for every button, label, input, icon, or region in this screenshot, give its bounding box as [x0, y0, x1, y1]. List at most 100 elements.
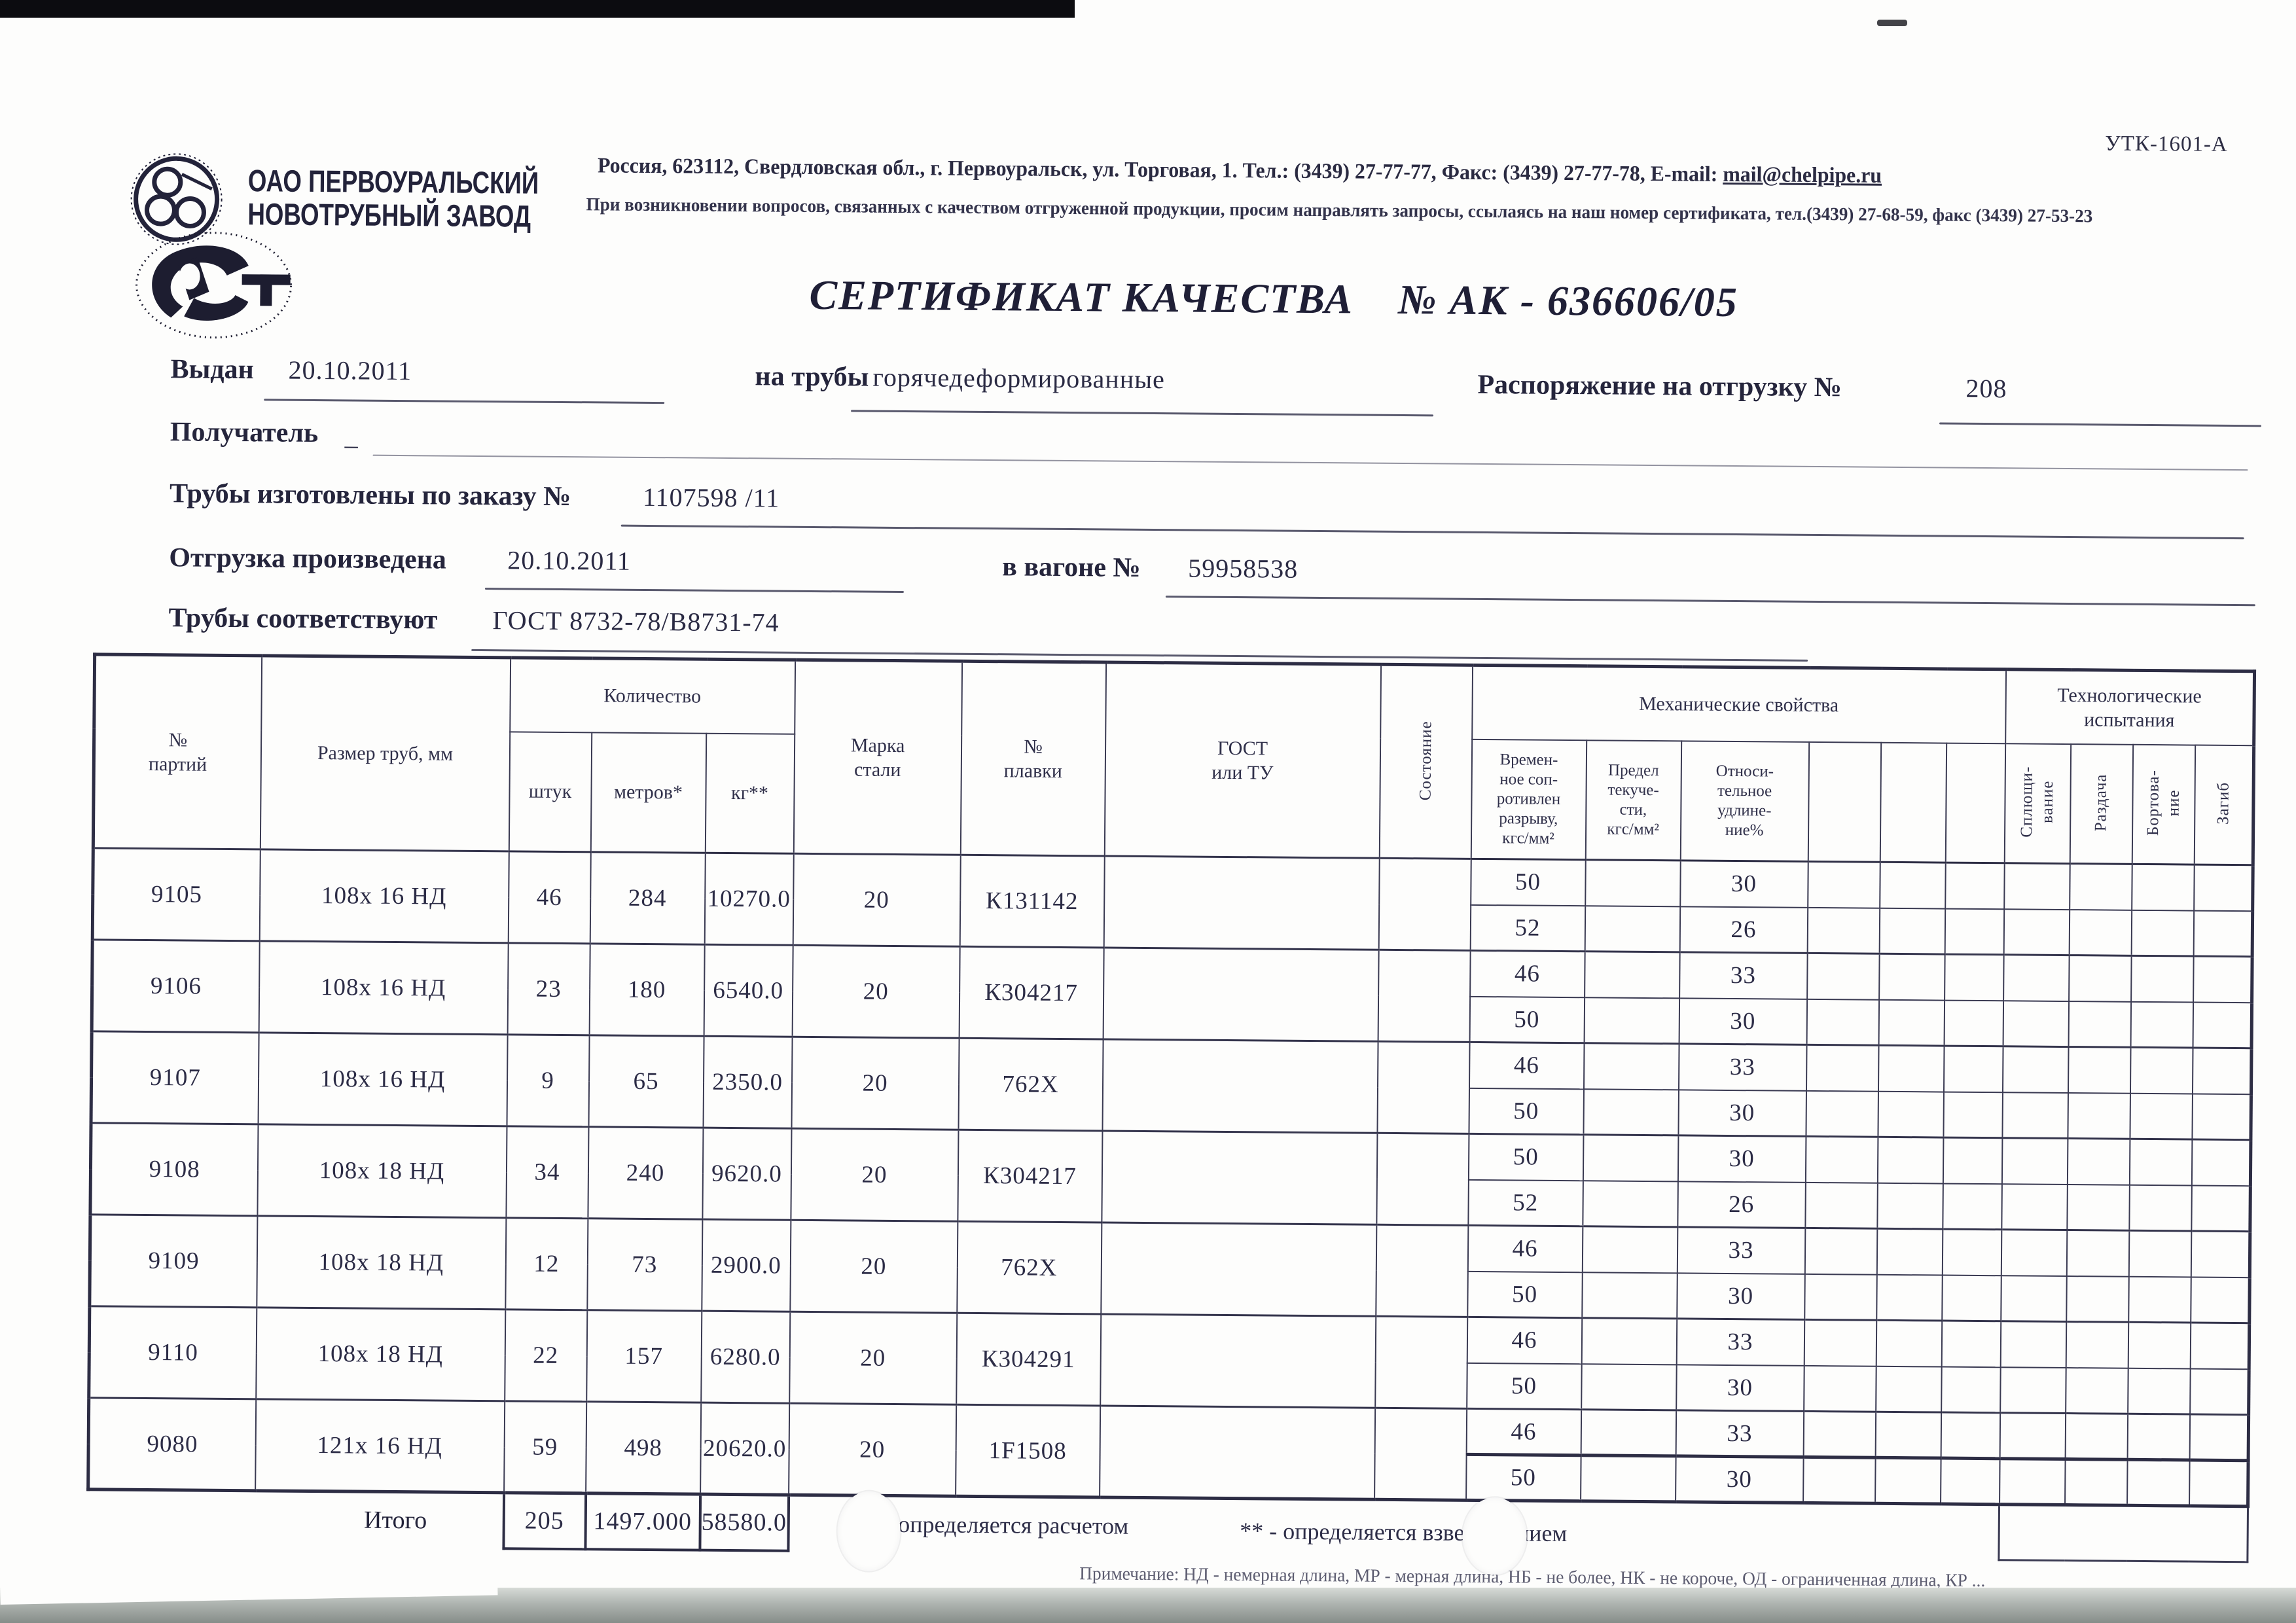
company-logo: ОАО ПЕРВОУРАЛЬСКИЙ НОВОТРУБНЫЙ ЗАВОД [129, 148, 621, 250]
cell-pieces: 59 [503, 1400, 586, 1493]
cell-yield [1582, 1180, 1678, 1227]
cell-bend [2190, 1277, 2250, 1323]
cell-steel-grade: 20 [792, 945, 960, 1039]
cell-gost [1101, 1130, 1377, 1225]
cell-pieces: 46 [508, 851, 591, 944]
cell-extra-1 [1803, 1365, 1876, 1412]
cell-flattening [2000, 1412, 2066, 1459]
field-shipping-order-value: 208 [1965, 373, 2007, 404]
cell-expansion [2064, 1459, 2128, 1506]
cell-flanging [2128, 1322, 2191, 1369]
cell-extra-1 [1805, 1136, 1878, 1183]
company-name-line2: НОВОТРУБНЫЙ ЗАВОД [247, 196, 531, 234]
scan-artifact-top-strip [0, 0, 1075, 18]
cell-melt-no: 1F1508 [955, 1404, 1100, 1497]
cell-kg: 2350.0 [702, 1036, 793, 1129]
cell-flanging [2130, 1047, 2193, 1094]
cell-melt-no: К304291 [956, 1313, 1101, 1406]
cell-extra-3 [1945, 863, 2005, 909]
cell-extra-3 [1944, 1000, 2003, 1046]
cell-flanging [2130, 1001, 2193, 1048]
cell-bend [2191, 1139, 2251, 1186]
cell-steel-grade: 20 [793, 853, 961, 947]
cell-flanging [2128, 1276, 2191, 1323]
col-header-empty-1 [1808, 741, 1881, 863]
underline [264, 399, 665, 404]
cell-flattening [2000, 1321, 2066, 1368]
cell-extra-2 [1878, 999, 1945, 1046]
cell-kg: 6280.0 [700, 1311, 790, 1404]
cell-extra-3 [1941, 1321, 2001, 1367]
cell-kg: 6540.0 [704, 944, 793, 1037]
field-conform-value: ГОСТ 8732-78/В8731-74 [492, 605, 780, 637]
cell-flanging [2128, 1185, 2192, 1232]
col-header-meters: метров* [590, 732, 706, 853]
cell-extra-3 [1945, 908, 2004, 955]
cell-yield [1582, 1226, 1677, 1273]
cell-bend [2189, 1368, 2250, 1415]
cell-flanging [2131, 864, 2195, 911]
cell-pieces: 34 [505, 1126, 589, 1219]
cell-yield [1580, 1455, 1676, 1502]
cell-tensile: 50 [1468, 1088, 1584, 1135]
bottom-right-box [1998, 1504, 2248, 1562]
cell-extra-1 [1804, 1182, 1878, 1229]
cell-size: 108х 16 НД [258, 1032, 508, 1126]
cell-expansion [2066, 1321, 2128, 1368]
col-header-size: Размер труб, мм [260, 655, 511, 851]
cell-extra-2 [1876, 1183, 1943, 1230]
cell-yield [1581, 1317, 1677, 1364]
cell-tensile: 46 [1467, 1317, 1582, 1364]
field-conform-label: Трубы соответствуют [168, 603, 438, 635]
cell-state [1374, 1408, 1467, 1501]
cell-expansion [2066, 1184, 2130, 1231]
cell-flanging [2127, 1414, 2190, 1461]
col-header-bend: Загиб [2194, 745, 2254, 865]
cell-gost [1103, 855, 1380, 950]
field-order-value: 1107598 /11 [642, 482, 780, 513]
cell-bend [2190, 1323, 2250, 1369]
cell-flattening [2001, 1183, 2068, 1230]
cell-kg: 10270.0 [704, 853, 794, 946]
cell-extra-2 [1874, 1457, 1941, 1505]
cell-gost [1103, 947, 1379, 1042]
field-pipes-value: горячедеформированные [872, 362, 1166, 395]
col-header-tensile: Времен- ное соп- ротивлен разрыву, кгс/м… [1471, 739, 1587, 860]
cell-pieces: 12 [505, 1217, 588, 1310]
cell-bend [2192, 1048, 2252, 1094]
cell-elongation: 33 [1677, 1226, 1805, 1274]
cell-yield [1583, 1134, 1678, 1181]
cell-state [1378, 858, 1471, 951]
punch-hole-right [1462, 1497, 1528, 1575]
scan-artifact-dot [1877, 20, 1907, 26]
cell-flattening [2003, 908, 2070, 955]
cell-meters: 498 [585, 1401, 701, 1495]
cell-flanging [2130, 955, 2194, 1003]
cell-bend [2193, 1002, 2252, 1048]
col-header-expansion: Раздача [2070, 744, 2133, 865]
cell-size: 108х 16 НД [259, 849, 509, 943]
cell-bend [2193, 865, 2253, 911]
cell-batch-no: 9107 [91, 1031, 259, 1124]
cell-state [1376, 1133, 1469, 1226]
col-header-gost: ГОСТ или ТУ [1104, 662, 1381, 859]
expansion-vertical-label: Раздача [2092, 773, 2111, 831]
field-shipping-order-label: Распоряжение на отгрузку № [1477, 369, 1842, 403]
cell-elongation: 30 [1679, 997, 1807, 1045]
cell-batch-no: 9110 [88, 1306, 257, 1399]
cell-expansion [2069, 909, 2132, 956]
col-header-melt-no: № плавки [960, 661, 1106, 856]
cell-elongation: 30 [1676, 1272, 1805, 1320]
underline [372, 454, 2248, 471]
cell-expansion [2065, 1367, 2128, 1414]
field-issued-label: Выдан [170, 354, 255, 385]
underline [620, 524, 2244, 540]
cell-steel-grade: 20 [789, 1220, 958, 1313]
company-name-line1: ОАО ПЕРВОУРАЛЬСКИЙ [247, 163, 539, 200]
footnotes-area: * - определяется расчетом ** - определяе… [788, 1495, 2000, 1560]
cell-yield [1583, 1088, 1679, 1135]
total-kg: 58580.0 [699, 1494, 789, 1551]
cell-extra-3 [1942, 1229, 2001, 1275]
cell-state [1374, 1316, 1467, 1409]
